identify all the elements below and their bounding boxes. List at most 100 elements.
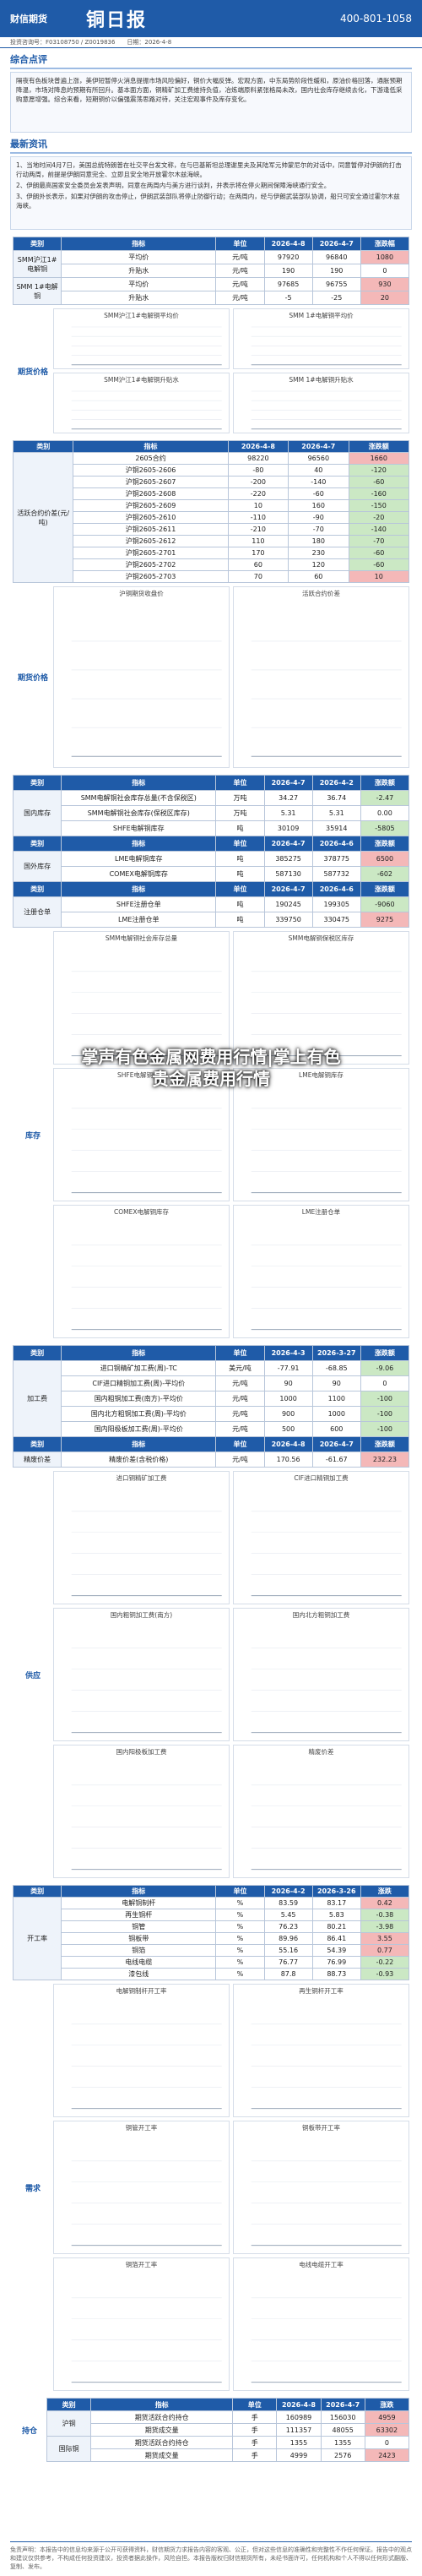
news-list: 1、当地时间4月7日，美国总统特朗普在社交平台发文称，在与巴基斯坦总理谢里夫及其…: [10, 156, 412, 230]
cell: -210: [227, 523, 289, 536]
header-info: 投资咨询号：F03108750 / Z0019836 日期：2026-4-8: [0, 37, 422, 48]
cell: 83.17: [311, 1897, 361, 1909]
change-cell: 9275: [360, 912, 410, 928]
chart-frame: [234, 1472, 408, 1604]
chart-title: 精废价差: [308, 1748, 334, 1756]
change-cell: 20: [360, 291, 410, 305]
cell: 54.39: [311, 1944, 361, 1957]
header-cell: 2026-4-3: [263, 1345, 313, 1361]
chart-frame: [234, 309, 408, 368]
cell: -90: [288, 511, 349, 524]
cell: 手: [232, 2410, 278, 2424]
change-cell: 0: [360, 264, 410, 278]
news-item: 3、伊朗外长表示，如果对伊朗的攻击停止，伊朗武装部队将停止防御行动；在两周内，经…: [16, 193, 400, 210]
cell: 美元/吨: [215, 1360, 265, 1376]
cell: 76.99: [311, 1956, 361, 1969]
change-cell: 3.55: [360, 1932, 410, 1945]
cell: 96840: [311, 250, 361, 264]
cell: %: [215, 1932, 265, 1945]
sub-header: 类别 指标 单位 2026-4-7 2026-4-6 涨跌额: [12, 836, 410, 852]
chart-title: 进口铜精矿加工费: [116, 1474, 167, 1482]
table-row: 升贴水 元/吨 190 190 0: [14, 264, 410, 278]
cell: 190245: [263, 896, 313, 912]
header-cell: 涨跌幅: [360, 237, 410, 251]
table-row: 铜箔% 55.16 54.39 0.77: [14, 1944, 410, 1957]
chart-frame: [54, 1206, 229, 1337]
data-table: 类别 指标 单位 2026-4-7 2026-4-2 涨跌额 国内库存 SMM电解铜社会库存总…: [12, 775, 410, 928]
news-item: 1、当地时间4月7日，美国总统特朗普在社交平台发文称，在与巴基斯坦总理谢里夫及其…: [16, 161, 402, 178]
chart-title: SMM沪江1#电解铜平均价: [104, 312, 179, 319]
cell: LME注册仓单: [61, 912, 217, 928]
header-cell: 2026-4-8: [227, 440, 289, 453]
cell: 36.74: [311, 790, 361, 806]
change-cell: -0.93: [360, 1968, 410, 1980]
cell: 90: [311, 1375, 361, 1391]
chart-title: LME电解铜库存: [299, 1071, 344, 1079]
chart-frame: [54, 2121, 229, 2253]
chart-frame: [234, 2258, 408, 2390]
change-cell: -60: [348, 547, 410, 559]
chart-frame: [234, 587, 408, 767]
cell: 吨: [215, 912, 265, 928]
chart-title: 再生铜杆开工率: [299, 1987, 344, 1995]
cell: 铜管: [61, 1920, 217, 1933]
cell: 83.59: [263, 1897, 313, 1909]
data-table: 类别 指标 单位 2026-4-8 2026-4-7 涨跌 沪铜 期货活跃合约持仓手 16098…: [46, 2398, 410, 2462]
chart-title: 国内粗铜加工费(南方): [110, 1611, 173, 1619]
chart-area: 需求 电解铜制杆开工率 再生铜杆开工率 铜管开工率 铜板带开工率 铜箔开工率 电线电缆开工率: [13, 1984, 409, 2391]
cell: 吨: [215, 851, 265, 867]
table-row: LME注册仓单吨 339750 330475 9275: [14, 912, 410, 928]
chart-title: SMM电解铜社会库存总量: [105, 934, 178, 942]
cell: 156030: [320, 2410, 365, 2424]
header-cell: 2026-4-8: [263, 237, 313, 251]
section-label: 供应: [24, 1671, 41, 1680]
chart: CIF进口精铜加工费: [233, 1471, 409, 1604]
table-row: 沪铜2605-2612 110 180 -70: [14, 535, 410, 547]
sub-header-cell: 涨跌额: [360, 836, 410, 852]
header-cell: 指标: [90, 2398, 234, 2411]
header-cell: 单位: [215, 1885, 265, 1898]
table-row: 沪铜2605-2606 -80 40 -120: [14, 464, 410, 477]
data-table: 类别 指标 单位 2026-4-8 2026-4-7 涨跌幅 SMM沪江1#电解铜 平均价 元/…: [12, 237, 410, 305]
cell: COMEX电解铜库存: [61, 866, 217, 882]
sub-header-cell: 涨跌额: [360, 1436, 410, 1452]
chart-title: 国内阳极板加工费: [116, 1748, 167, 1756]
cell: -220: [227, 487, 289, 500]
chart-title: COMEX电解铜库存: [114, 1208, 169, 1216]
chart-title: 铜板带开工率: [302, 2124, 340, 2132]
change-cell: 1660: [348, 452, 410, 465]
cell: 2576: [320, 2448, 365, 2462]
chart-frame: [234, 1745, 408, 1877]
sub-header: 类别 指标 单位 2026-4-8 2026-4-7 涨跌额: [12, 1436, 410, 1452]
chart: 电解铜制杆开工率: [53, 1984, 230, 2117]
change-cell: 1080: [360, 250, 410, 264]
cell: 期货成交量: [90, 2423, 234, 2437]
cell: 沪铜2605-2609: [73, 499, 229, 512]
cell: 30109: [263, 820, 313, 836]
change-cell: -100: [360, 1421, 410, 1437]
table-row: 沪铜2605-2608 -220 -60 -160: [14, 487, 410, 500]
cell: %: [215, 1956, 265, 1969]
cell: 55.16: [263, 1944, 313, 1957]
change-cell: -0.38: [360, 1909, 410, 1921]
cell: 铜板带: [61, 1932, 217, 1945]
chart: SMM 1#电解铜平均价: [233, 308, 409, 369]
cell: 平均价: [61, 250, 217, 264]
group-cell: 加工费: [12, 1360, 62, 1437]
chart-title: 活跃合约价差: [302, 590, 340, 597]
cell: 国内阳极板加工费(周)-平均价: [61, 1421, 217, 1437]
cell: -110: [227, 511, 289, 524]
cell: 330475: [311, 912, 361, 928]
cell: 手: [232, 2423, 278, 2437]
chart: 国内粗铜加工费(南方): [53, 1608, 230, 1741]
section-block: 类别 指标 2026-4-8 2026-4-7 涨跌额 活跃合约价差(元/吨) 2605合约…: [12, 440, 410, 768]
sub-header-cell: 2026-4-6: [311, 836, 361, 852]
cell: 378775: [311, 851, 361, 867]
header-cell: 2026-4-7: [320, 2398, 365, 2411]
cell: -61.67: [311, 1451, 361, 1468]
chart-title: SMM沪江1#电解铜升贴水: [104, 376, 179, 384]
change-cell: -602: [360, 866, 410, 882]
cell: 97685: [263, 277, 313, 291]
cell: LME电解铜库存: [61, 851, 217, 867]
